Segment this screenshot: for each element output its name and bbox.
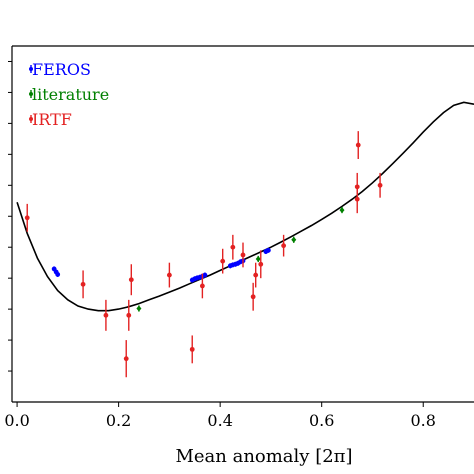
legend: FEROS literature IRTF	[29, 60, 109, 129]
data-point	[250, 294, 256, 300]
legend-label-literature: literature	[32, 85, 109, 104]
data-point	[339, 207, 345, 214]
data-point	[166, 272, 172, 278]
x-tick-label: 0.4	[207, 411, 232, 430]
model-curve-layer	[16, 101, 474, 312]
series-literature	[136, 206, 345, 312]
model-curve-line	[16, 101, 474, 312]
legend-marker	[29, 92, 33, 96]
data-point	[123, 356, 129, 362]
series-irtf	[24, 131, 383, 378]
data-point	[255, 255, 261, 262]
legend-marker	[29, 67, 33, 71]
legend-label-irtf: IRTF	[32, 110, 72, 129]
data-point	[189, 346, 195, 352]
series-feros	[51, 247, 271, 283]
data-point	[281, 243, 287, 249]
data-point	[354, 184, 360, 190]
data-point	[202, 272, 208, 278]
x-axis-ticks: 0.0 0.2 0.4 0.6 0.8	[4, 402, 436, 430]
legend-label-feros: FEROS	[32, 60, 91, 79]
data-point	[24, 215, 30, 221]
data-point	[199, 283, 205, 289]
data-point	[253, 272, 259, 278]
data-point	[80, 281, 86, 287]
data-point	[220, 258, 226, 264]
data-point	[258, 261, 264, 267]
x-axis-label: Mean anomaly [2π]	[175, 446, 352, 467]
data-point	[230, 244, 236, 250]
data-points-layer	[24, 131, 383, 378]
legend-marker	[29, 117, 33, 121]
x-tick-label: 0.6	[309, 411, 334, 430]
data-point	[103, 312, 109, 318]
data-point	[291, 236, 297, 243]
data-point	[128, 277, 134, 283]
data-point	[265, 247, 271, 253]
x-tick-label: 0.0	[4, 411, 29, 430]
data-point	[136, 305, 142, 312]
x-tick-label: 0.2	[106, 411, 131, 430]
data-point	[355, 142, 361, 148]
data-point	[55, 272, 61, 277]
x-tick-label: 0.8	[411, 411, 436, 430]
y-axis-ticks	[8, 60, 12, 372]
plot-frame	[11, 45, 474, 403]
data-point	[377, 182, 383, 188]
data-point	[126, 312, 132, 318]
data-point	[240, 252, 246, 258]
